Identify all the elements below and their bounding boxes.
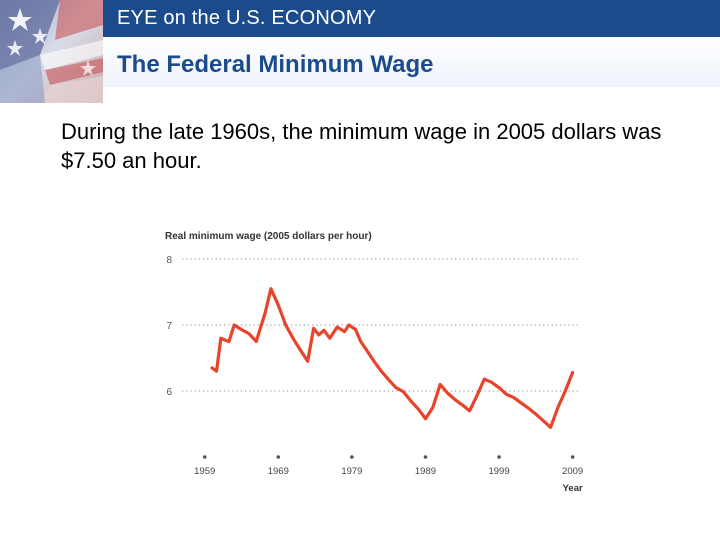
y-tick-label: 8: [166, 255, 172, 266]
series-line-real-minimum-wage: [210, 287, 575, 429]
x-tick-mark: [202, 455, 207, 459]
x-tick-label: 1979: [341, 466, 362, 477]
slide-subtitle: The Federal Minimum Wage: [117, 51, 434, 78]
x-tick-label: 1999: [488, 466, 509, 477]
x-tick-mark: [570, 455, 575, 459]
minimum-wage-chart: Real minimum wage (2005 dollars per hour…: [150, 222, 590, 530]
y-tick-label: 6: [166, 387, 172, 398]
header-title: EYE on the U.S. ECONOMY: [117, 7, 377, 29]
x-tick-label: 1989: [415, 466, 436, 477]
subtitle-band: The Federal Minimum Wage: [103, 37, 720, 87]
y-tick-label: 7: [166, 321, 172, 332]
x-tick-mark: [276, 455, 281, 459]
x-tick-mark: [497, 455, 501, 459]
x-tick-label: 1959: [194, 466, 215, 477]
header-bar: EYE on the U.S. ECONOMY: [103, 0, 720, 37]
x-tick-label: 1969: [268, 466, 289, 477]
chart-title: Real minimum wage (2005 dollars per hour…: [165, 231, 372, 242]
body-text: During the late 1960s, the minimum wage …: [61, 119, 662, 173]
x-tick-mark: [423, 455, 428, 459]
x-axis-label: Year: [563, 483, 583, 494]
x-tick-mark: [350, 455, 354, 459]
flag-heart-logo: [0, 0, 103, 103]
x-tick-label: 2009: [562, 466, 583, 477]
